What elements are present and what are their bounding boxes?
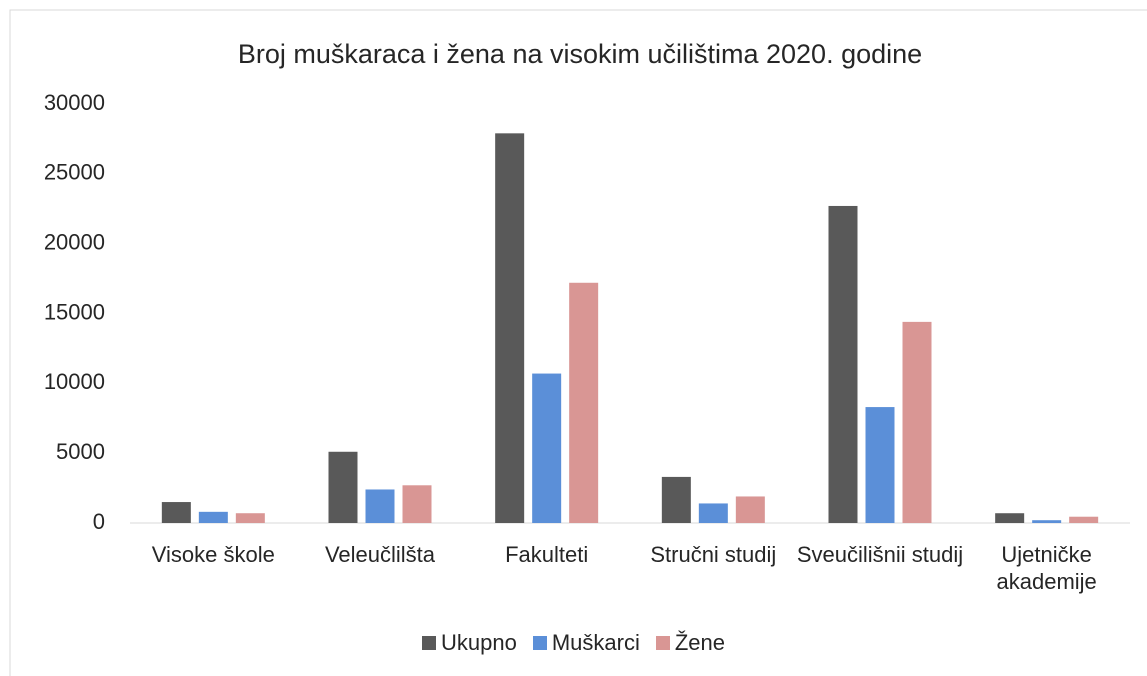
legend-item: Ukupno: [421, 630, 517, 656]
bar: [198, 511, 228, 523]
bar: [532, 373, 562, 523]
y-tick-label: 10000: [44, 369, 105, 394]
y-tick-label: 25000: [44, 160, 105, 185]
y-tick-label: 15000: [44, 299, 105, 324]
bar: [402, 485, 432, 523]
x-tick-label: Fakulteti: [505, 542, 589, 567]
chart-title: Broj muškaraca i žena na visokim učilišt…: [238, 39, 922, 69]
legend-swatch: [532, 636, 547, 650]
bar: [1069, 516, 1099, 523]
x-tick-label: Veleučlilšta: [324, 542, 436, 567]
legend-label: Muškarci: [551, 630, 640, 655]
legend-label: Ukupno: [440, 630, 517, 655]
legend-swatch: [655, 636, 670, 650]
bar: [235, 513, 265, 523]
bar: [661, 476, 691, 523]
bar: [902, 321, 932, 523]
legend: Ukupno Muškarci Žene: [0, 630, 1147, 656]
x-tick-label: Ujetničke akademije: [996, 542, 1097, 594]
bar: [995, 513, 1025, 523]
legend-swatch: [421, 636, 436, 650]
y-tick-label: 20000: [44, 229, 105, 254]
bar: [161, 502, 191, 523]
legend-item: Muškarci: [532, 630, 640, 656]
bar: [365, 489, 395, 523]
x-tick-label: Sveučilišnii studij: [796, 542, 964, 567]
bar: [569, 282, 599, 523]
y-tick-label: 0: [93, 509, 105, 534]
x-tick-label: Stručni studij: [650, 542, 777, 567]
x-tick-label: Visoke škole: [151, 542, 275, 567]
bar: [828, 205, 858, 523]
legend-item: Žene: [655, 630, 725, 656]
y-tick-label: 5000: [56, 439, 105, 464]
y-tick-label: 30000: [44, 90, 105, 115]
bar: [698, 503, 728, 523]
legend-label: Žene: [674, 630, 725, 655]
bar: [495, 133, 525, 523]
bar: [1032, 520, 1062, 523]
bar: [735, 496, 765, 523]
bar: [865, 407, 895, 523]
bar: [328, 451, 358, 523]
